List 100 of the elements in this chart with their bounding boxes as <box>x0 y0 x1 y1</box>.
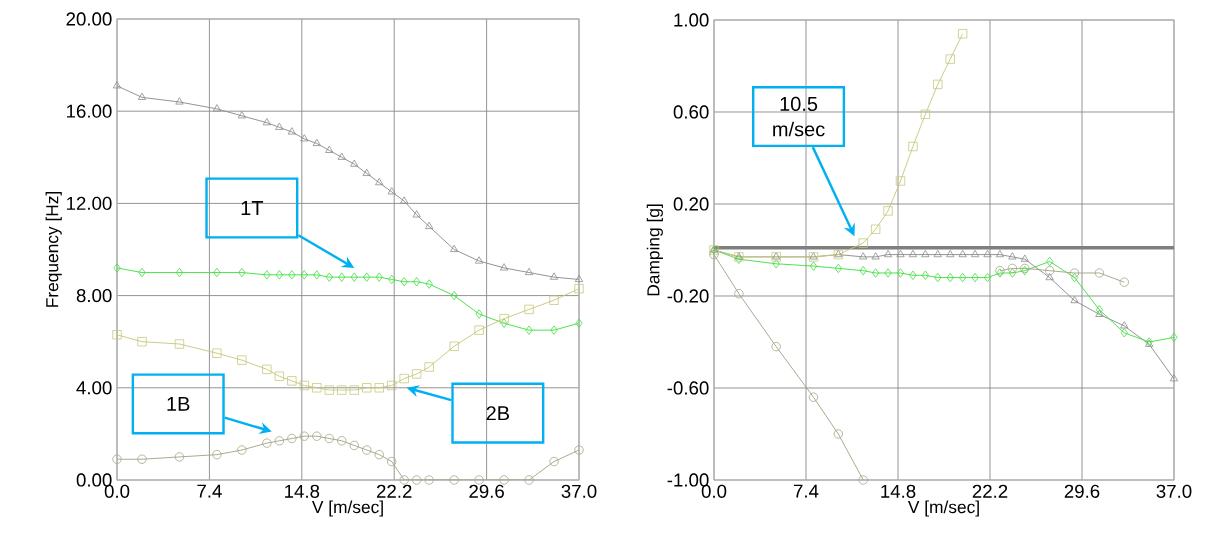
x-axis-title: V [m/sec] <box>311 500 383 517</box>
point <box>112 81 122 89</box>
point <box>500 318 508 328</box>
point <box>474 325 484 335</box>
point <box>337 436 347 446</box>
point <box>262 118 271 126</box>
point <box>995 249 1005 258</box>
point <box>412 475 422 485</box>
point <box>287 127 296 135</box>
point <box>709 249 719 260</box>
point <box>262 364 272 375</box>
point <box>474 475 484 485</box>
point <box>872 268 880 278</box>
point <box>112 330 122 340</box>
x-tick-label: 7.4 <box>197 484 222 498</box>
x-tick-label: 14.8 <box>285 484 320 498</box>
point <box>175 267 184 278</box>
point <box>299 431 309 441</box>
y-axis-title: Frequency [Hz] <box>45 191 62 307</box>
point <box>137 454 147 464</box>
point <box>349 440 359 451</box>
point <box>1008 252 1017 260</box>
y-tick-label: 4.00 <box>76 381 112 395</box>
point <box>387 380 397 391</box>
point <box>1120 321 1129 329</box>
point <box>809 261 818 271</box>
point <box>324 385 334 395</box>
point <box>287 376 297 386</box>
point <box>388 274 396 285</box>
point <box>312 383 322 393</box>
point <box>362 445 372 455</box>
point <box>325 272 333 282</box>
point <box>312 431 322 441</box>
point <box>137 337 147 347</box>
point <box>212 104 221 112</box>
point <box>1169 374 1179 382</box>
point <box>883 206 893 216</box>
x-tick-label: 22.2 <box>972 484 1008 498</box>
point <box>475 256 484 264</box>
point <box>299 380 309 391</box>
point <box>350 159 359 167</box>
point <box>288 270 296 280</box>
point <box>337 152 346 160</box>
point <box>262 438 272 448</box>
point <box>387 187 396 195</box>
point <box>450 290 458 301</box>
point <box>833 429 843 439</box>
point <box>175 97 184 105</box>
point <box>896 249 905 258</box>
point <box>237 445 247 455</box>
point <box>212 449 222 460</box>
point <box>413 277 421 287</box>
point <box>525 325 533 335</box>
point <box>412 369 422 379</box>
point <box>933 249 942 258</box>
y-tick-label: 12.00 <box>67 196 112 210</box>
point <box>1045 272 1054 281</box>
point <box>213 267 221 278</box>
point <box>958 249 967 258</box>
point <box>549 272 559 280</box>
point <box>1070 272 1079 283</box>
point <box>212 348 222 358</box>
point <box>983 249 992 258</box>
point <box>274 371 284 381</box>
point <box>425 279 433 289</box>
point <box>300 270 308 280</box>
point <box>808 392 819 402</box>
point <box>362 168 371 176</box>
x-axis-title: V [m/sec] <box>907 500 979 517</box>
y-tick-label: -0.20 <box>667 289 709 303</box>
point <box>1020 254 1029 262</box>
point <box>113 263 121 273</box>
point <box>524 304 534 315</box>
point <box>1046 256 1054 267</box>
point <box>524 267 534 276</box>
x-tick-label: 29.6 <box>1064 484 1100 498</box>
point <box>475 309 483 319</box>
point <box>549 456 559 467</box>
point <box>1119 277 1129 287</box>
point <box>338 272 346 282</box>
point <box>274 436 284 446</box>
point <box>934 272 942 283</box>
point <box>575 318 583 328</box>
y-tick-label: 20.00 <box>66 12 112 26</box>
point <box>174 339 185 349</box>
point <box>1045 266 1055 276</box>
point <box>1070 295 1079 304</box>
point <box>112 454 122 464</box>
point <box>871 252 880 260</box>
annotation: 2B <box>486 406 510 421</box>
point <box>362 383 372 393</box>
point <box>574 274 584 282</box>
point <box>895 176 906 186</box>
point <box>374 383 384 393</box>
y-tick-label: 8.00 <box>76 288 112 303</box>
point <box>858 475 868 485</box>
point <box>946 249 955 258</box>
point <box>921 270 929 280</box>
point <box>300 134 309 142</box>
point <box>921 249 930 258</box>
